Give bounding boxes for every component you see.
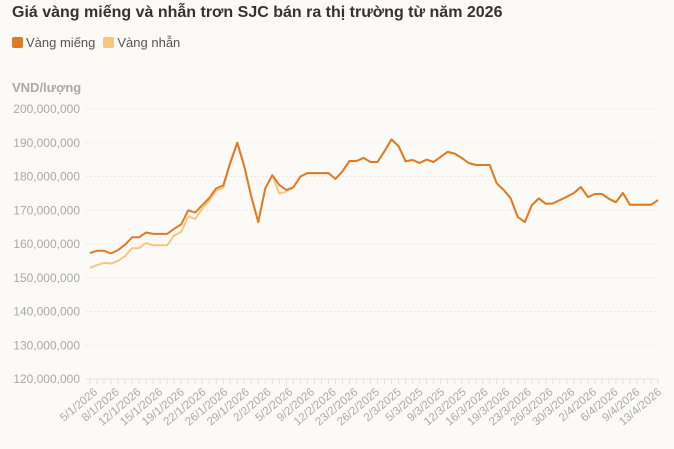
- legend-item-vang-nhan[interactable]: Vàng nhẫn: [103, 35, 180, 50]
- y-tick-label: 140,000,000: [13, 305, 80, 319]
- y-tick-label: 170,000,000: [13, 203, 80, 217]
- y-tick-label: 190,000,000: [13, 136, 80, 150]
- y-tick-label: 130,000,000: [13, 338, 80, 352]
- y-tick-label: 180,000,000: [13, 170, 80, 184]
- y-axis-label: VND/lượng: [12, 80, 82, 95]
- y-tick-label: 160,000,000: [13, 237, 80, 251]
- legend-swatch: [12, 37, 23, 48]
- y-tick-label: 150,000,000: [13, 271, 80, 285]
- series-line-vang-mieng: [89, 138, 659, 255]
- legend-label: Vàng miếng: [26, 35, 96, 50]
- legend-swatch: [103, 37, 115, 48]
- legend: Vàng miếng Vàng nhẫn: [12, 35, 180, 50]
- chart-title: Giá vàng miếng và nhẫn trơn SJC bán ra t…: [12, 4, 503, 21]
- y-tick-label: 200,000,000: [13, 102, 80, 116]
- legend-label: Vàng nhẫn: [117, 35, 181, 50]
- legend-item-vang-mieng[interactable]: Vàng miếng: [12, 35, 95, 50]
- y-tick-label: 120,000,000: [13, 372, 80, 386]
- series-line-vang-nhan: [89, 138, 659, 269]
